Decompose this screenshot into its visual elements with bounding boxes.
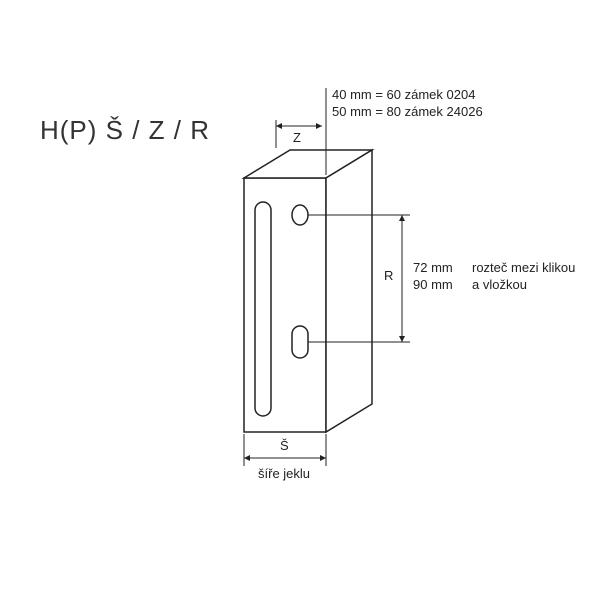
r-desc1: rozteč mezi klikou (472, 260, 575, 275)
r-val2: 90 mm (413, 277, 453, 292)
z-note-line1: 40 mm = 60 zámek 0204 (332, 87, 475, 102)
r-desc2: a vložkou (472, 277, 527, 292)
bottom-label: šíře jeklu (258, 466, 310, 481)
dim-r-label: R (384, 268, 393, 283)
technical-drawing (0, 0, 600, 600)
dim-s-label: Š (280, 438, 289, 453)
dim-z-label: Z (293, 130, 301, 145)
r-val1: 72 mm (413, 260, 453, 275)
z-note-line2: 50 mm = 80 zámek 24026 (332, 104, 483, 119)
